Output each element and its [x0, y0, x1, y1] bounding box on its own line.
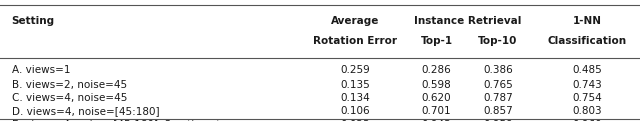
Text: 0.386: 0.386 [483, 65, 513, 75]
Text: Instance Retrieval: Instance Retrieval [413, 16, 521, 26]
Text: C. views=4, noise=45: C. views=4, noise=45 [12, 93, 127, 103]
Text: 0.134: 0.134 [340, 93, 370, 103]
Text: 0.803: 0.803 [573, 106, 602, 116]
Text: 0.701: 0.701 [422, 106, 451, 116]
Text: Rotation Error: Rotation Error [313, 36, 397, 46]
Text: Top-10: Top-10 [478, 36, 518, 46]
Text: 0.286: 0.286 [422, 65, 451, 75]
Text: 1-NN: 1-NN [573, 16, 602, 26]
Text: E. views=4, noise=[45:180], 3 voting steps: E. views=4, noise=[45:180], 3 voting ste… [12, 120, 238, 121]
Text: 0.259: 0.259 [340, 65, 370, 75]
Text: 0.023: 0.023 [340, 120, 370, 121]
Text: 0.106: 0.106 [340, 106, 370, 116]
Text: Average: Average [331, 16, 380, 26]
Text: 0.135: 0.135 [340, 80, 370, 90]
Text: Classification: Classification [548, 36, 627, 46]
Text: Top-1: Top-1 [420, 36, 452, 46]
Text: 0.959: 0.959 [483, 120, 513, 121]
Text: 0.943: 0.943 [422, 120, 451, 121]
Text: 0.754: 0.754 [573, 93, 602, 103]
Text: 0.857: 0.857 [483, 106, 513, 116]
Text: 0.765: 0.765 [483, 80, 513, 90]
Text: Setting: Setting [12, 16, 54, 26]
Text: 0.787: 0.787 [483, 93, 513, 103]
Text: 0.960: 0.960 [573, 120, 602, 121]
Text: 0.743: 0.743 [573, 80, 602, 90]
Text: 0.620: 0.620 [422, 93, 451, 103]
Text: 0.485: 0.485 [573, 65, 602, 75]
Text: A. views=1: A. views=1 [12, 65, 70, 75]
Text: 0.598: 0.598 [422, 80, 451, 90]
Text: D. views=4, noise=[45:180]: D. views=4, noise=[45:180] [12, 106, 159, 116]
Text: B. views=2, noise=45: B. views=2, noise=45 [12, 80, 127, 90]
